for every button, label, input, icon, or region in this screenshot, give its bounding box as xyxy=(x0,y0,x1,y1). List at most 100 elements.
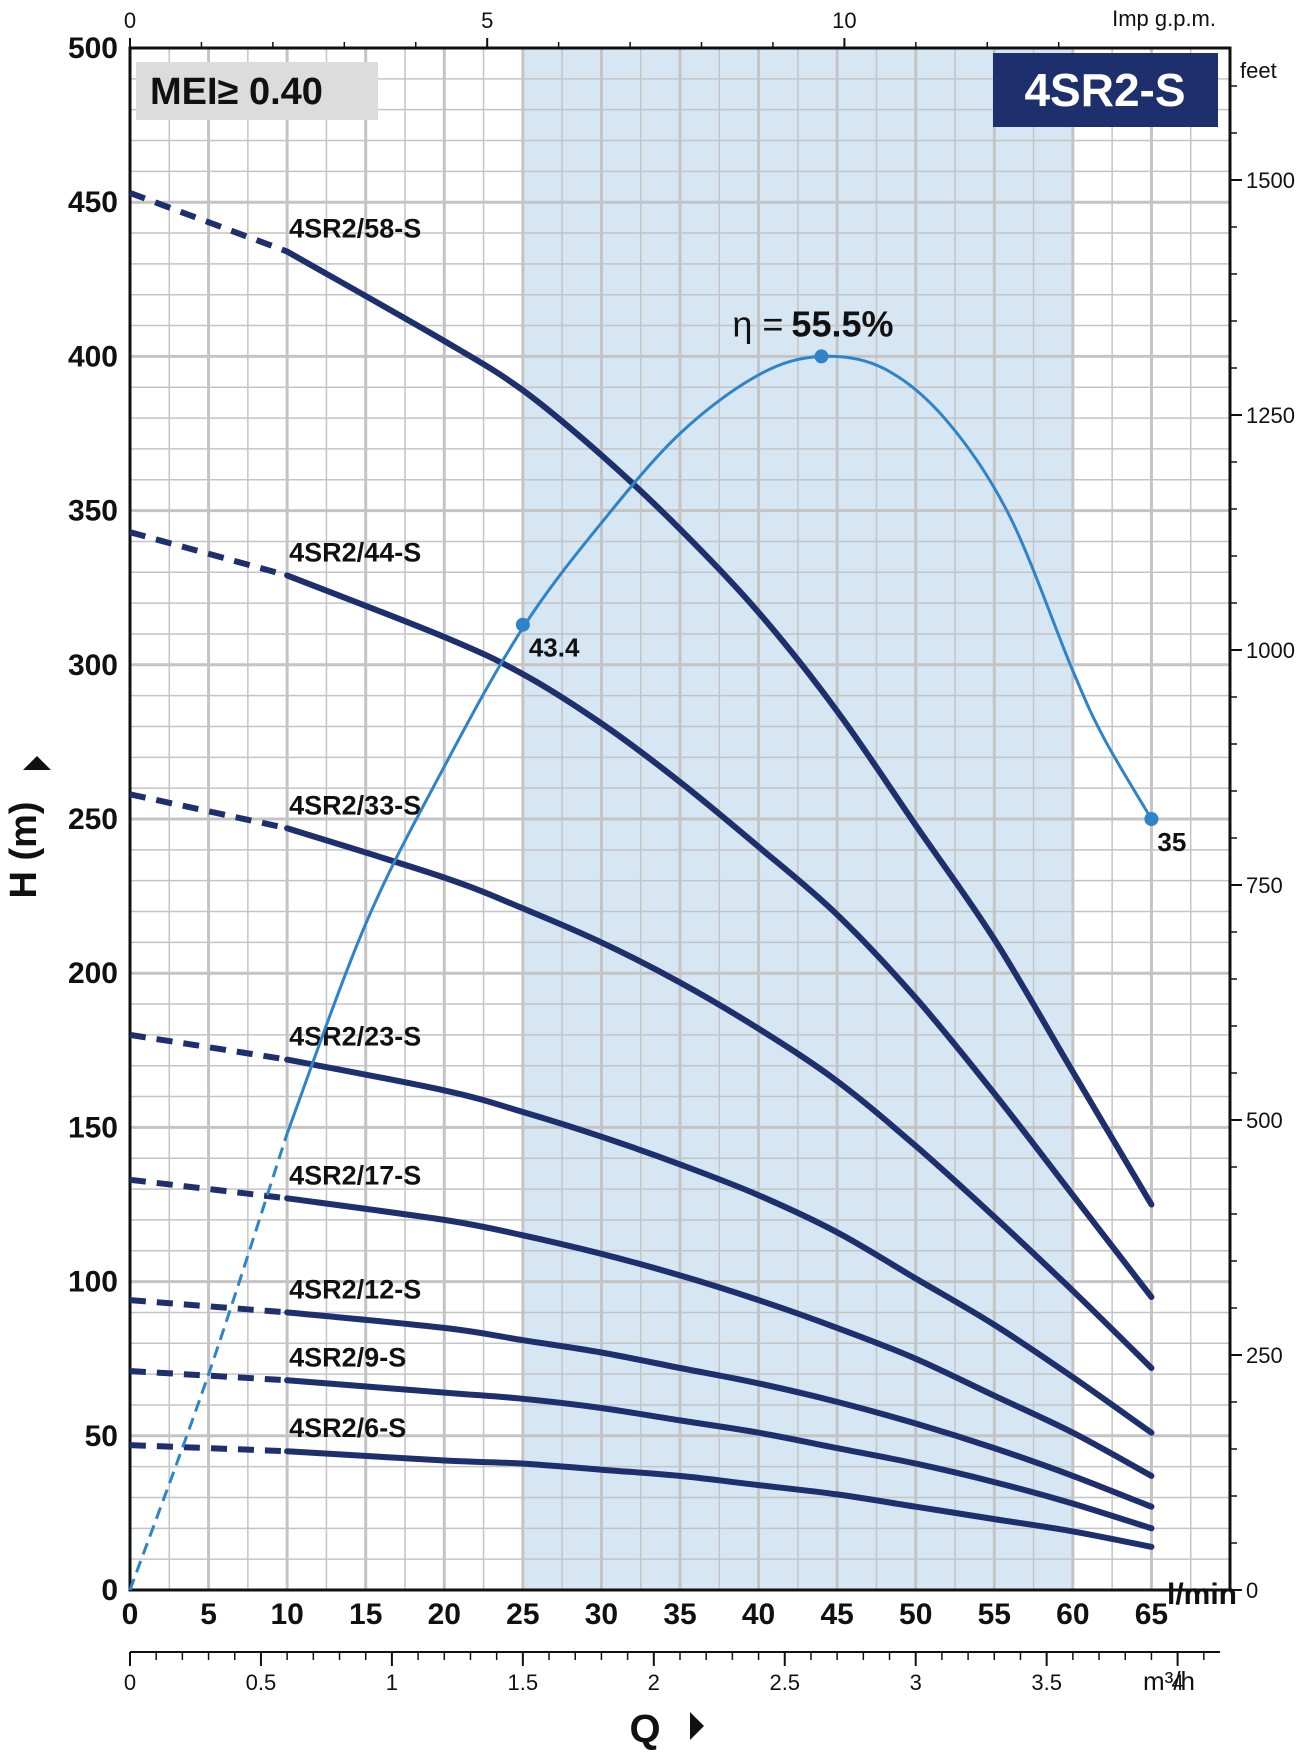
head-curve-dashed xyxy=(129,1031,288,1063)
mei-badge-text: MEI≥ 0.40 xyxy=(150,71,323,113)
head-curve-solid xyxy=(284,1195,1155,1479)
x-tick-label: 10 xyxy=(270,1598,303,1631)
curve-label: 4SR2/23-S xyxy=(289,1022,421,1052)
efficiency-point-label: 43.4 xyxy=(529,633,580,663)
grid-lines xyxy=(130,48,1230,1590)
x-tick-label: 50 xyxy=(899,1598,932,1631)
efficiency-point xyxy=(515,617,530,632)
head-curve-solid xyxy=(284,1309,1155,1510)
head-curve-solid xyxy=(284,825,1155,1371)
m3h-tick-label: 3 xyxy=(910,1670,922,1695)
x-tick-label: 30 xyxy=(585,1598,618,1631)
head-curve-dashed xyxy=(128,190,289,255)
right-tick-label: 1500 xyxy=(1246,168,1295,193)
y-tick-label: 0 xyxy=(101,1574,118,1607)
m3h-tick-label: 2 xyxy=(648,1670,660,1695)
m3h-tick-label: 2.5 xyxy=(769,1670,800,1695)
top-tick-label: 5 xyxy=(481,8,493,33)
x-tick-label: 25 xyxy=(506,1598,539,1631)
head-curve-dashed xyxy=(129,1176,288,1202)
efficiency-label-prefix: η = xyxy=(732,303,783,344)
plot-frame xyxy=(128,46,1232,1592)
efficiency-curve-solid xyxy=(285,354,1153,1135)
right-tick-label: 1000 xyxy=(1246,638,1295,663)
x-tick-label: 55 xyxy=(978,1598,1011,1631)
x-unit-m3h: m³/h xyxy=(1143,1666,1195,1696)
curve-label: 4SR2/58-S xyxy=(289,214,421,244)
y-axis-arrow-icon xyxy=(23,756,51,770)
y-tick-label: 100 xyxy=(68,1266,118,1299)
y-tick-label: 150 xyxy=(68,1111,118,1144)
right-tick-label: 0 xyxy=(1246,1578,1258,1603)
head-curve-solid xyxy=(284,1056,1155,1436)
efficiency-point xyxy=(1144,812,1159,826)
x-axis-label: Q xyxy=(629,1707,660,1751)
right-tick-label: 1250 xyxy=(1246,403,1295,428)
m3h-tick-label: 3.5 xyxy=(1031,1670,1062,1695)
title-background xyxy=(993,53,1218,127)
right-tick-label: 250 xyxy=(1246,1343,1283,1368)
x-tick-label: 60 xyxy=(1056,1598,1089,1631)
x-tick-label: 5 xyxy=(200,1598,217,1631)
mei-badge: MEI≥ 0.40 xyxy=(136,62,378,120)
m3h-tick-label: 0.5 xyxy=(246,1670,277,1695)
curve-label: 4SR2/6-S xyxy=(289,1413,406,1443)
x-tick-label: 65 xyxy=(1135,1598,1168,1631)
y-tick-label: 200 xyxy=(68,957,118,990)
m3h-tick-label: 1.5 xyxy=(508,1670,539,1695)
curve-label: 4SR2/17-S xyxy=(289,1160,421,1190)
y-axis-title: H (m) xyxy=(3,756,51,899)
y-tick-label: 450 xyxy=(68,186,118,219)
head-curve-dashed xyxy=(129,529,288,579)
y-tick-label: 300 xyxy=(68,649,118,682)
y-unit-right: feet xyxy=(1240,58,1277,83)
top-tick-label: 0 xyxy=(124,8,136,33)
m3h-tick-label: 1 xyxy=(386,1670,398,1695)
x-axis-arrow-icon xyxy=(690,1712,704,1740)
y-tick-label: 50 xyxy=(85,1420,118,1453)
x-tick-label: 40 xyxy=(742,1598,775,1631)
y-tick-label: 350 xyxy=(68,495,118,528)
x-tick-label: 35 xyxy=(663,1598,696,1631)
badge-background xyxy=(136,62,378,120)
title-box: 4SR2-S xyxy=(993,53,1218,127)
curve-label: 4SR2/9-S xyxy=(289,1342,406,1372)
right-tick-label: 500 xyxy=(1246,1108,1283,1133)
m3h-tick-label: 4 xyxy=(1171,1670,1183,1695)
head-curve-solid xyxy=(284,1448,1155,1550)
y-tick-label: 250 xyxy=(68,803,118,836)
curve-label: 4SR2/33-S xyxy=(289,790,421,820)
x-unit-top: Imp g.p.m. xyxy=(1112,6,1216,31)
y-tick-label: 500 xyxy=(68,32,118,65)
efficiency-point xyxy=(814,349,829,364)
y-tick-label: 400 xyxy=(68,340,118,373)
m3h-tick-label: 0 xyxy=(124,1670,136,1695)
curve-label: 4SR2/44-S xyxy=(289,537,421,567)
head-curves: 4SR2/58-S 4SR2/44-S 4SR2/33-S 4SR2/23-S 4SR2… xyxy=(128,190,1155,1550)
x-tick-label: 0 xyxy=(122,1598,139,1631)
curve-label: 4SR2/12-S xyxy=(289,1274,421,1304)
head-curve-dashed xyxy=(129,1442,288,1455)
head-curve-dashed xyxy=(129,1297,288,1316)
axes: 0 5 10 15 20 25 30 35 40 45 50 55 60 6505010015020025… xyxy=(68,8,1295,1695)
head-curve-solid xyxy=(284,1377,1155,1532)
efficiency-curve: 43.4 35 η = 55.5% xyxy=(128,303,1186,1591)
chart-title: 4SR2-S xyxy=(1024,64,1185,116)
head-curve-solid xyxy=(284,572,1155,1300)
x-axis-title: Q xyxy=(629,1707,704,1751)
efficiency-curve-dashed xyxy=(128,1133,289,1591)
x-tick-label: 45 xyxy=(820,1598,853,1631)
efficiency-label-value: 55.5% xyxy=(791,303,893,344)
head-curve-dashed xyxy=(129,1368,288,1384)
y-axis-label: H (m) xyxy=(3,801,45,898)
x-unit-lmin: l/min xyxy=(1167,1578,1237,1611)
top-tick-label: 10 xyxy=(832,8,856,33)
right-tick-label: 750 xyxy=(1246,873,1283,898)
head-curve-solid xyxy=(284,248,1155,1208)
x-tick-label: 15 xyxy=(349,1598,382,1631)
head-curve-dashed xyxy=(129,791,288,832)
efficiency-point-label: 35 xyxy=(1157,827,1186,857)
x-tick-label: 20 xyxy=(428,1598,461,1631)
